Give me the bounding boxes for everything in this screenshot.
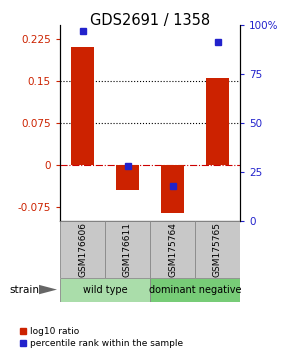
Polygon shape xyxy=(39,285,57,294)
Text: GSM175764: GSM175764 xyxy=(168,222,177,277)
Bar xyxy=(60,278,150,302)
Text: GDS2691 / 1358: GDS2691 / 1358 xyxy=(90,13,210,28)
Bar xyxy=(206,78,229,165)
Bar xyxy=(60,221,105,278)
Text: strain: strain xyxy=(9,285,39,295)
Text: GSM176611: GSM176611 xyxy=(123,222,132,277)
Text: GSM175765: GSM175765 xyxy=(213,222,222,277)
Bar xyxy=(71,47,94,165)
Bar xyxy=(116,165,139,190)
Text: dominant negative: dominant negative xyxy=(149,285,241,295)
Text: GSM176606: GSM176606 xyxy=(78,222,87,277)
Legend: log10 ratio, percentile rank within the sample: log10 ratio, percentile rank within the … xyxy=(20,327,184,348)
Bar xyxy=(150,278,240,302)
Bar xyxy=(105,221,150,278)
Bar xyxy=(195,221,240,278)
Text: wild type: wild type xyxy=(83,285,127,295)
Bar xyxy=(150,221,195,278)
Bar xyxy=(161,165,184,213)
